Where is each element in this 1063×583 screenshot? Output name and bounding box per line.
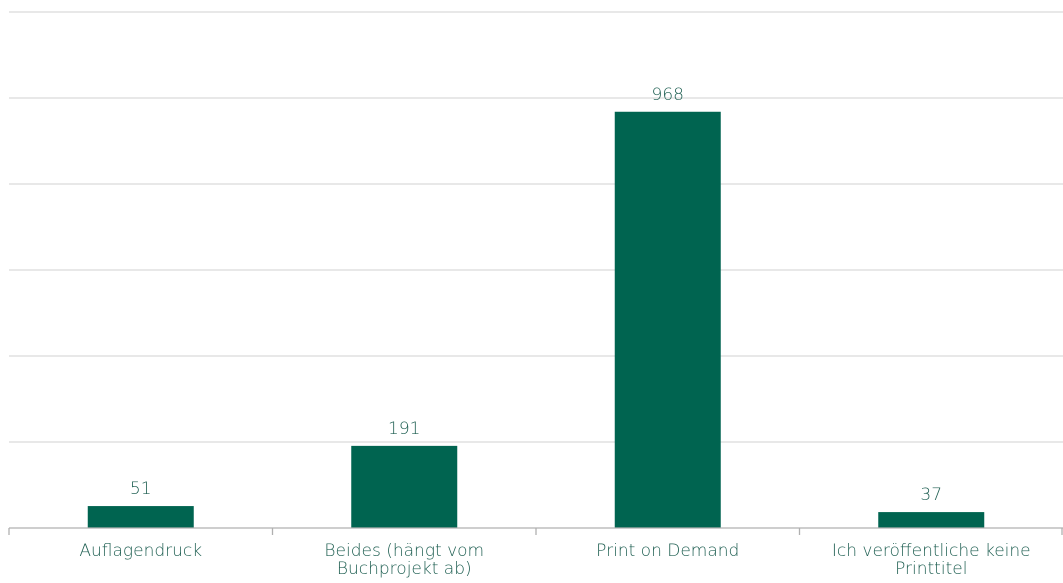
x-tick-label: Beides (hängt vom Buchprojekt ab) xyxy=(324,541,484,579)
data-label: 51 xyxy=(130,479,152,499)
x-tick-label: Auflagendruck xyxy=(79,541,202,561)
x-tick-label: Ich veröffentliche keine Printtitel xyxy=(832,541,1031,579)
bar xyxy=(351,445,458,528)
x-axis-labels: Auflagendruck Beides (hängt vom Buchprojek… xyxy=(79,541,1030,579)
gridlines xyxy=(9,11,1063,443)
data-label: 968 xyxy=(652,85,684,105)
bars xyxy=(87,111,985,528)
x-tick-label: Print on Demand xyxy=(596,541,739,561)
bar xyxy=(878,512,985,528)
bar xyxy=(614,111,721,528)
data-label: 191 xyxy=(388,419,420,439)
x-axis-ticks xyxy=(8,528,1063,535)
bar xyxy=(87,506,194,528)
data-labels: 51 191 968 37 xyxy=(130,85,942,505)
data-label: 37 xyxy=(920,485,942,505)
